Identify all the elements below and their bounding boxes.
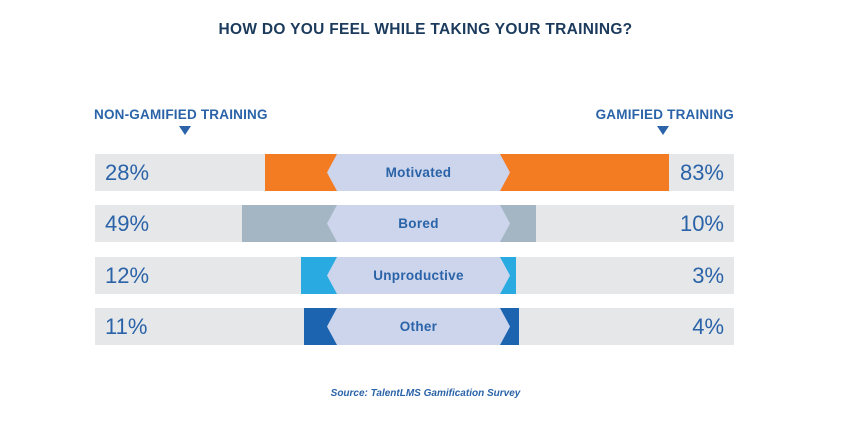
chart-row-motivated: Motivated 28% 83% [95, 154, 734, 191]
row-label: Unproductive [373, 268, 464, 283]
label-hexagon [327, 257, 510, 294]
legend-non-gamified: NON-GAMIFIED TRAINING [94, 107, 268, 122]
gamified-value: 10% [679, 211, 724, 236]
gamified-value: 4% [692, 314, 724, 339]
gamified-value: 3% [692, 263, 724, 288]
chart-title: HOW DO YOU FEEL WHILE TAKING YOUR TRAINI… [218, 21, 633, 38]
down-triangle-icon [179, 126, 191, 135]
non-gamified-value: 28% [105, 160, 150, 185]
gamified-value: 83% [679, 160, 724, 185]
label-hexagon [327, 154, 510, 191]
label-hexagon [327, 205, 510, 242]
down-triangle-icon [657, 126, 669, 135]
row-label: Bored [398, 216, 439, 231]
non-gamified-value: 49% [105, 211, 150, 236]
label-hexagon [327, 308, 510, 345]
source-note: Source: TalentLMS Gamification Survey [330, 388, 521, 399]
non-gamified-value: 12% [105, 263, 150, 288]
legend-gamified: GAMIFIED TRAINING [595, 107, 734, 122]
non-gamified-value: 11% [105, 314, 148, 339]
chart-row-other: Other 11% 4% [95, 308, 734, 345]
chart-row-bored: Bored 49% 10% [95, 205, 734, 242]
row-label: Other [399, 319, 438, 334]
chart-row-unproductive: Unproductive 12% 3% [95, 257, 734, 294]
row-label: Motivated [385, 165, 452, 180]
